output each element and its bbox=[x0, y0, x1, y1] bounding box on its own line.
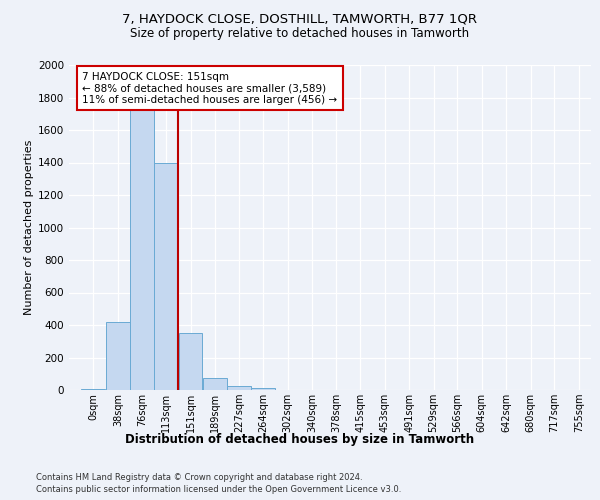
Bar bbox=[154, 162, 178, 390]
Bar bbox=[203, 378, 227, 390]
Text: 7, HAYDOCK CLOSE, DOSTHILL, TAMWORTH, B77 1QR: 7, HAYDOCK CLOSE, DOSTHILL, TAMWORTH, B7… bbox=[122, 12, 478, 26]
Text: 7 HAYDOCK CLOSE: 151sqm
← 88% of detached houses are smaller (3,589)
11% of semi: 7 HAYDOCK CLOSE: 151sqm ← 88% of detache… bbox=[83, 72, 338, 104]
Bar bbox=[179, 333, 202, 390]
Y-axis label: Number of detached properties: Number of detached properties bbox=[24, 140, 34, 315]
Text: Distribution of detached houses by size in Tamworth: Distribution of detached houses by size … bbox=[125, 432, 475, 446]
Bar bbox=[130, 81, 154, 390]
Text: Contains HM Land Registry data © Crown copyright and database right 2024.: Contains HM Land Registry data © Crown c… bbox=[36, 472, 362, 482]
Text: Size of property relative to detached houses in Tamworth: Size of property relative to detached ho… bbox=[130, 28, 470, 40]
Bar bbox=[251, 388, 275, 390]
Bar bbox=[227, 386, 251, 390]
Bar bbox=[106, 322, 130, 390]
Bar bbox=[82, 389, 106, 390]
Text: Contains public sector information licensed under the Open Government Licence v3: Contains public sector information licen… bbox=[36, 485, 401, 494]
